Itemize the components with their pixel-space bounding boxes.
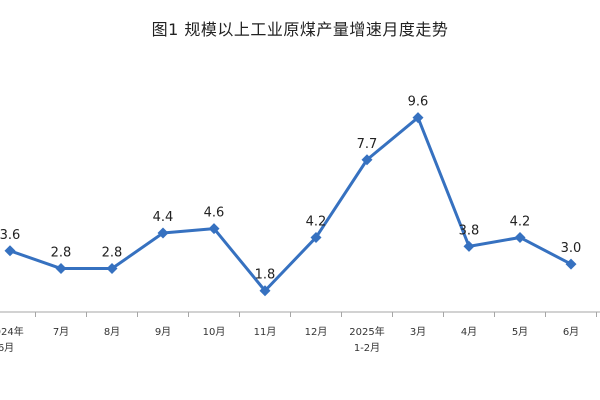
x-tick-label: 3月 xyxy=(410,326,426,338)
x-tick-label: 5月 xyxy=(512,326,528,338)
data-label: 3.0 xyxy=(561,241,582,256)
data-markers xyxy=(4,112,577,297)
data-point xyxy=(208,223,220,235)
data-label: 4.6 xyxy=(204,206,225,221)
x-tick-label: 1-2月 xyxy=(354,342,380,354)
data-labels: 3.6 2.8 2.8 4.4 4.6 1.8 4.2 7.7 9.6 3.8 4.2 3.0 xyxy=(0,95,581,283)
data-label: 3.8 xyxy=(459,223,480,238)
data-label: 7.7 xyxy=(357,137,378,152)
data-point xyxy=(361,154,373,166)
data-point xyxy=(565,258,577,270)
data-label: 9.6 xyxy=(408,95,429,110)
chart-title: 图1 规模以上工业原煤产量增速月度走势 xyxy=(151,20,449,39)
data-point xyxy=(412,112,424,124)
x-axis-ticks xyxy=(35,312,597,317)
data-point xyxy=(514,231,526,243)
x-tick-label: 6月 xyxy=(563,326,579,338)
data-point xyxy=(4,245,16,257)
data-label: 1.8 xyxy=(255,268,276,283)
x-tick-label: 9月 xyxy=(155,326,171,338)
data-point xyxy=(157,227,169,239)
data-label: 4.2 xyxy=(510,214,531,229)
data-point xyxy=(463,240,475,252)
data-point xyxy=(259,285,271,297)
data-label: 3.6 xyxy=(0,228,20,243)
x-tick-label: 4月 xyxy=(461,326,477,338)
x-tick-label: 6月 xyxy=(0,342,14,354)
x-tick-labels: 2024年 6月 7月 8月 9月 10月 11月 12月 2025年 1-2月 3月 4月 5月 6月 xyxy=(0,325,579,354)
data-label: 2.8 xyxy=(51,246,72,261)
data-point xyxy=(55,263,67,275)
data-point xyxy=(310,231,322,243)
x-tick-label: 11月 xyxy=(254,326,277,338)
series-line xyxy=(9,116,572,293)
x-tick-label: 2024年 xyxy=(0,325,24,338)
x-tick-label: 7月 xyxy=(53,326,69,338)
data-point xyxy=(106,263,118,275)
data-label: 4.2 xyxy=(306,214,327,229)
data-label: 2.8 xyxy=(102,246,123,261)
x-tick-label: 10月 xyxy=(203,326,226,338)
data-label: 4.4 xyxy=(153,210,174,225)
x-tick-label: 12月 xyxy=(305,326,328,338)
x-tick-label: 8月 xyxy=(104,326,120,338)
x-tick-label: 2025年 xyxy=(349,325,384,338)
